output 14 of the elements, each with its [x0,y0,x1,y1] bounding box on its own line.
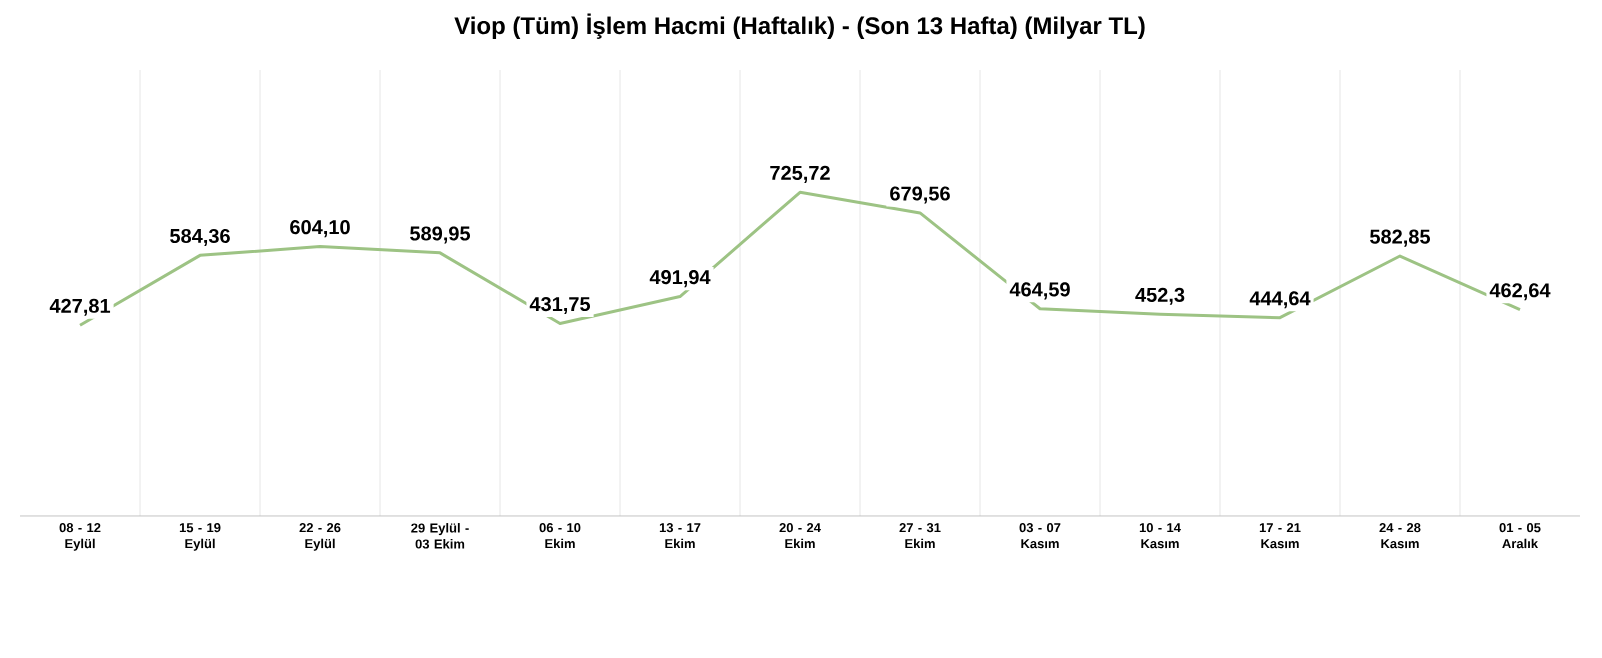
data-label: 462,64 [1489,283,1551,301]
data-label: 604,10 [290,220,350,238]
data-label: 679,56 [890,186,950,204]
data-label: 491,94 [649,270,711,288]
data-label: 452,3 [1135,287,1185,305]
data-label: 427,81 [49,298,111,316]
data-label: 464,59 [1009,282,1070,300]
data-label: 589,95 [410,226,471,244]
chart-title: Viop (Tüm) İşlem Hacmi (Haftalık) - (Son 13 Hafta) (Milyar TL) [454,13,1145,39]
data-label: 584,36 [170,228,230,246]
data-label: 725,72 [770,165,830,183]
data-label: 431,75 [529,296,591,315]
data-label: 444,64 [1249,291,1311,309]
data-label: 582,85 [1370,229,1431,247]
